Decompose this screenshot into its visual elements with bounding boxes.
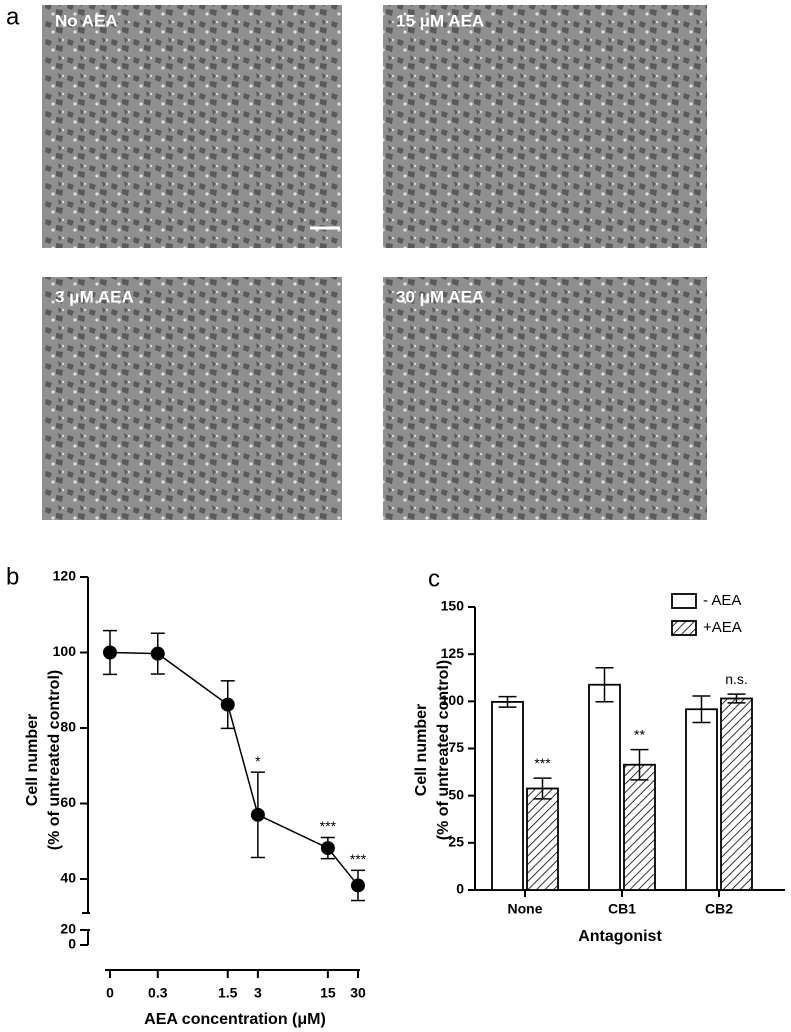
data-point [320,841,335,856]
annotation: *** [350,851,367,867]
y-axis-label: (% of untreated control) [46,670,63,850]
x-tick-label: 0.3 [148,985,168,1001]
error-bar [630,748,649,781]
error-bar [692,695,711,724]
error-bar [595,667,614,703]
y-tick-label: 50 [448,786,464,802]
micrograph-label: 15 μM AEA [396,11,484,30]
x-tick-label: 15 [320,985,336,1001]
panel-label: b [6,563,19,590]
legend-swatch [671,620,697,636]
x-tick-label: CB2 [705,901,733,917]
y-tick-label: 75 [448,739,464,755]
micrograph-label: 3 μM AEA [55,287,134,306]
data-point [150,646,165,661]
y-tick-label: 120 [53,568,77,584]
x-axis-label: AEA concentration (μM) [144,1011,326,1028]
error-bar [727,693,746,704]
y-tick-label: 0 [68,936,76,952]
data-point [250,807,265,822]
bar [491,700,524,891]
error-bar [498,695,517,708]
y-tick-label: 80 [60,719,76,735]
x-tick-label: 3 [254,985,262,1001]
annotation: *** [320,818,337,834]
micrograph [42,5,342,248]
y-tick-label: 100 [53,643,77,659]
y-tick-label: 150 [441,598,465,614]
data-point [220,697,235,712]
y-tick-label: 0 [456,881,464,897]
annotation: *** [534,755,551,771]
annotation: * [255,753,261,769]
annotation: ** [634,726,645,742]
x-tick-label: 1.5 [218,985,238,1001]
micrograph-label: No AEA [55,11,118,30]
bar [685,708,718,891]
micrograph [383,277,707,520]
y-axis-label: Cell number [413,704,430,796]
x-axis-label: Antagonist [578,928,662,945]
y-tick-label: 40 [60,870,76,886]
data-point [351,878,365,893]
legend-label: - AEA [703,592,741,609]
y-tick-label: 100 [441,692,465,708]
panel-label: a [6,3,20,30]
data-line [109,651,359,886]
x-tick-label: 0 [106,985,114,1001]
y-tick-label: 20 [60,921,76,937]
error-bar [533,777,552,800]
panel-label: c [428,565,440,592]
micrograph [383,5,707,248]
annotation: n.s. [725,671,748,687]
micrograph [42,277,342,520]
bar [588,683,621,891]
bar [526,787,559,891]
bar [720,697,753,891]
micrograph-label: 30 μM AEA [396,287,484,306]
y-axis-label: Cell number [24,714,41,806]
y-tick-label: 25 [448,834,464,850]
x-tick-label: CB1 [608,901,636,917]
x-tick-label: 30 [350,985,366,1001]
x-tick-label: None [508,901,543,917]
data-point [103,645,117,660]
legend-swatch [671,593,697,609]
legend-label: +AEA [703,619,742,636]
y-tick-label: 60 [60,794,76,810]
bar [623,763,656,891]
y-tick-label: 125 [441,645,465,661]
y-axis-label: (% of untreated control) [435,660,452,840]
